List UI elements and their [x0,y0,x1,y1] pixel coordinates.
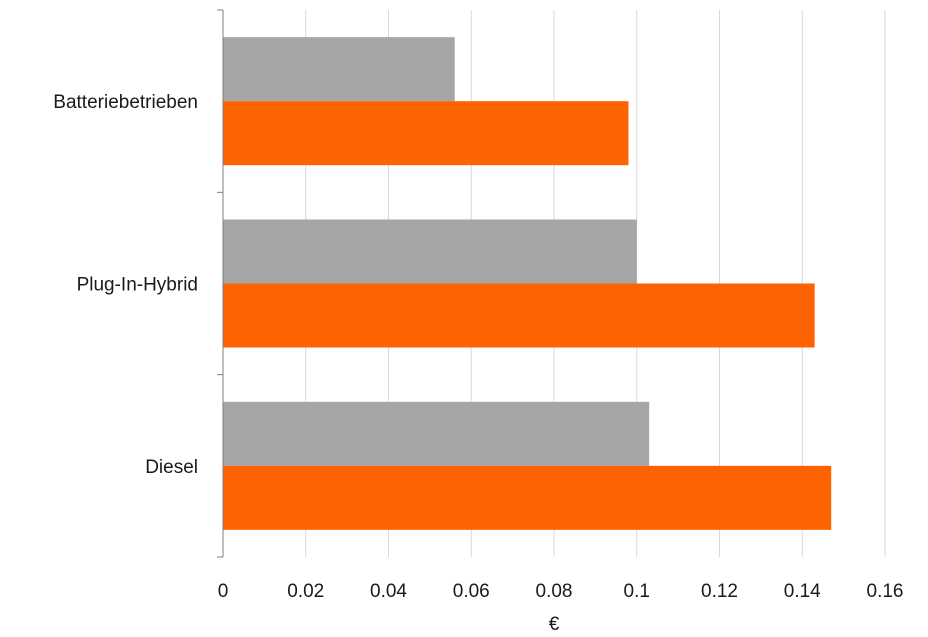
bar-series1-diesel [223,465,832,530]
bar-series1-plug-in-hybrid [223,283,815,348]
x-tick-label-6: 0.12 [701,581,738,602]
x-tick-label-7: 0.14 [784,581,821,602]
bar-series0-diesel [223,401,650,466]
x-tick-label-0: 0 [218,581,229,602]
x-tick-label-5: 0.1 [624,581,650,602]
x-tick-label-2: 0.04 [370,581,407,602]
axes [217,9,224,558]
category-label-2: Diesel [145,457,198,478]
x-tick-label-3: 0.06 [453,581,490,602]
x-tick-label-1: 0.02 [287,581,324,602]
category-label-0: Batteriebetrieben [53,92,198,113]
x-axis-title: € [549,614,560,635]
bar-series0-batteriebetrieben [223,37,455,102]
x-tick-label-4: 0.08 [536,581,573,602]
bar-series0-plug-in-hybrid [223,219,637,284]
bar-series1-batteriebetrieben [223,101,629,166]
category-label-1: Plug-In-Hybrid [77,275,198,296]
x-tick-label-8: 0.16 [867,581,904,602]
bars [223,37,832,530]
labels: 0 0.02 0.04 0.06 0.08 0.1 0.12 0.14 0.16 Batterie… [53,92,903,602]
